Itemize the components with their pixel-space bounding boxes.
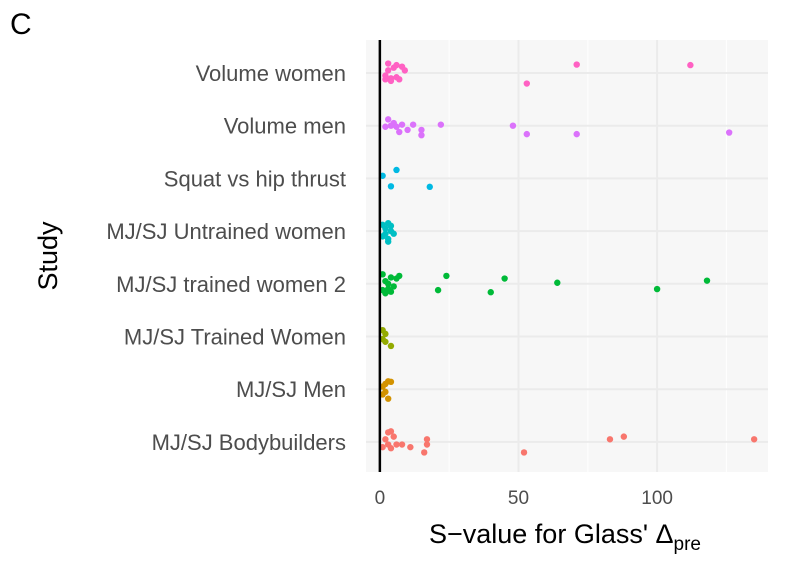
y-axis-title: Study (33, 221, 63, 291)
data-point (423, 436, 431, 443)
data-point (501, 275, 508, 282)
panel-label: C (10, 8, 32, 41)
data-point (390, 283, 397, 290)
data-point (393, 123, 400, 130)
data-point (382, 123, 389, 130)
data-point (384, 116, 392, 123)
data-point (384, 60, 392, 67)
data-point (393, 166, 400, 174)
data-point (398, 121, 406, 128)
y-tick-label: MJ/SJ trained women 2 (116, 272, 346, 297)
data-point (520, 449, 528, 456)
data-point (393, 61, 400, 69)
x-tick-label: 50 (508, 488, 529, 509)
data-point (409, 121, 417, 128)
y-tick-label: MJ/SJ Trained Women (124, 325, 346, 350)
data-point (382, 290, 389, 297)
y-tick-label: Volume men (224, 114, 346, 139)
data-point (382, 338, 389, 345)
y-tick-label: MJ/SJ Men (236, 377, 346, 402)
data-point (750, 436, 758, 443)
x-axis-title-sub: pre (674, 534, 701, 555)
grid (366, 40, 768, 472)
data-point (390, 230, 397, 237)
data-point (426, 183, 433, 191)
data-point (703, 277, 711, 284)
data-point (423, 441, 431, 448)
data-point (398, 63, 406, 70)
data-point (437, 121, 445, 128)
data-point (387, 378, 395, 386)
data-point (387, 342, 395, 350)
data-point (487, 289, 494, 296)
y-tick-label: Volume women (196, 61, 346, 86)
data-point (523, 130, 530, 138)
data-point (387, 428, 395, 435)
data-point (523, 80, 530, 87)
data-point (384, 219, 392, 227)
data-point (387, 183, 395, 190)
data-point (382, 388, 389, 396)
data-point (384, 395, 392, 402)
x-tick-label: 0 (375, 488, 386, 509)
data-point (404, 126, 411, 134)
x-tick-labels: 0 50 100 (375, 488, 673, 509)
data-point (387, 288, 395, 295)
data-point (396, 128, 403, 136)
data-point (398, 441, 406, 448)
data-point (393, 441, 400, 448)
x-tick-label: 100 (641, 488, 673, 509)
data-point (387, 445, 395, 452)
data-point (573, 61, 580, 68)
data-point (573, 130, 580, 138)
data-point (509, 122, 517, 129)
data-point (407, 443, 414, 451)
x-axis-title: S−value for Glass' Δpre (429, 519, 701, 555)
data-point (390, 433, 397, 440)
data-point (554, 279, 561, 286)
data-point (382, 436, 389, 443)
data-point (384, 238, 392, 245)
y-tick-label: MJ/SJ Untrained women (106, 219, 346, 244)
data-point (396, 272, 403, 280)
data-point (387, 77, 395, 85)
y-tick-label: MJ/SJ Bodybuilders (152, 430, 346, 455)
data-point (384, 67, 392, 74)
data-point (421, 449, 428, 456)
x-axis-title-main: S−value for Glass' Δ (429, 519, 674, 549)
data-point (443, 272, 450, 280)
data-point (687, 61, 694, 69)
data-point (418, 126, 425, 134)
data-point (620, 433, 628, 440)
data-point (387, 274, 395, 281)
data-point (725, 129, 733, 136)
data-point (382, 230, 389, 237)
y-tick-label: Squat vs hip thrust (164, 166, 346, 191)
data-point (382, 72, 389, 79)
plot-panel (366, 40, 768, 472)
data-point (606, 436, 614, 443)
data-point (653, 285, 661, 293)
data-point (418, 131, 425, 139)
data-point (396, 76, 403, 83)
data-point (384, 280, 392, 287)
y-tick-labels: Volume women Volume men Squat vs hip thrus… (106, 61, 346, 455)
data-point (434, 286, 442, 294)
